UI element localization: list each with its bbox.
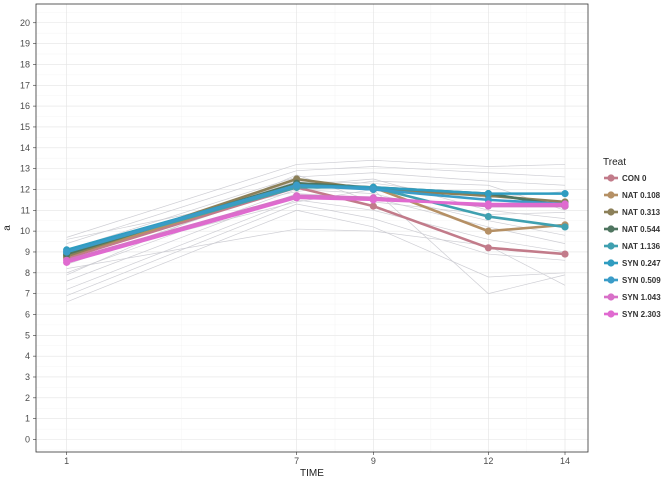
- legend-title: Treat: [603, 157, 626, 168]
- x-axis-title: TIME: [300, 468, 324, 479]
- y-tick-label: 6: [25, 309, 30, 319]
- x-tick-label: 1: [64, 456, 69, 466]
- legend-label-nat-0-108: NAT 0.108: [622, 191, 661, 200]
- legend-label-syn-2-303: SYN 2.303: [622, 310, 661, 319]
- legend-label-syn-0-509: SYN 0.509: [622, 276, 661, 285]
- y-tick-label: 19: [20, 39, 30, 49]
- background-line: [66, 203, 566, 297]
- data-point-syn-0-247: [561, 190, 569, 198]
- data-point-syn-2-303: [63, 258, 71, 266]
- data-point-syn-0-247: [484, 190, 492, 198]
- y-tick-label: 20: [20, 18, 30, 28]
- data-point-nat-0-108: [484, 227, 492, 235]
- legend-key-point-syn-0-247: [607, 259, 615, 267]
- data-point-con-0: [369, 202, 377, 210]
- legend-label-syn-1-043: SYN 1.043: [622, 293, 661, 302]
- data-point-syn-2-303: [369, 196, 377, 204]
- legend-key-point-nat-0-544: [607, 225, 615, 233]
- y-tick-label: 12: [20, 184, 30, 194]
- y-tick-label: 16: [20, 101, 30, 111]
- y-tick-label: 9: [25, 247, 30, 257]
- background-line: [66, 228, 566, 286]
- y-tick-label: 10: [20, 226, 30, 236]
- legend-key-point-nat-0-313: [607, 208, 615, 216]
- y-tick-label: 5: [25, 330, 30, 340]
- data-point-con-0: [484, 244, 492, 252]
- x-axis-ticks: 1 7 9 12 14: [64, 452, 570, 466]
- background-line: [66, 174, 566, 276]
- y-tick-label: 17: [20, 80, 30, 90]
- x-tick-label: 14: [560, 456, 570, 466]
- y-tick-label: 13: [20, 164, 30, 174]
- data-point-syn-0-509: [63, 248, 71, 256]
- y-tick-label: 11: [21, 205, 30, 215]
- data-point-syn-0-509: [369, 185, 377, 194]
- grid: [36, 4, 588, 452]
- data-point-syn-2-303: [484, 200, 492, 208]
- background-line: [66, 159, 566, 238]
- series-points: [63, 175, 569, 266]
- y-tick-label: 7: [25, 289, 30, 299]
- legend-key-point-syn-2-303: [607, 310, 615, 318]
- legend-label-nat-0-313: NAT 0.313: [622, 208, 661, 217]
- panel-border: [35, 3, 589, 453]
- legend-label-syn-0-247: SYN 0.247: [622, 259, 661, 268]
- y-tick-label: 15: [20, 122, 30, 132]
- background-line: [66, 199, 566, 290]
- legend-key-point-syn-1-043: [607, 293, 615, 301]
- background-line: [66, 172, 566, 251]
- legend: Treat CON 0 NAT 0.108 NAT 0.313 NAT 0.544 NA…: [603, 157, 661, 319]
- data-point-syn-2-303: [561, 200, 569, 208]
- data-point-nat-1-136: [484, 212, 492, 221]
- y-axis-title: a: [2, 225, 13, 231]
- y-tick-label: 2: [25, 393, 30, 403]
- legend-label-nat-1-136: NAT 1.136: [622, 242, 661, 251]
- legend-label-nat-0-544: NAT 0.544: [622, 225, 661, 234]
- x-tick-label: 9: [371, 456, 376, 466]
- y-tick-label: 4: [25, 351, 30, 361]
- data-point-con-0: [561, 250, 569, 258]
- data-point-nat-1-136: [561, 223, 569, 231]
- y-tick-label: 14: [20, 143, 30, 153]
- y-tick-label: 18: [20, 59, 30, 69]
- x-tick-label: 12: [483, 456, 493, 466]
- legend-label-con-0: CON 0: [622, 174, 647, 183]
- legend-key-point-nat-1-136: [607, 242, 615, 250]
- background-line: [66, 166, 566, 244]
- y-tick-label: 3: [25, 372, 30, 382]
- data-point-syn-0-509: [293, 181, 301, 189]
- y-tick-label: 8: [25, 268, 30, 278]
- background-line: [66, 209, 566, 303]
- legend-key-point-nat-0-108: [607, 191, 615, 199]
- y-tick-label: 1: [25, 414, 30, 424]
- x-tick-label: 7: [294, 456, 299, 466]
- legend-key-point-con-0: [607, 174, 615, 182]
- y-tick-label: 0: [25, 434, 30, 444]
- legend-key-point-syn-0-509: [607, 276, 615, 284]
- data-point-syn-2-303: [293, 194, 301, 202]
